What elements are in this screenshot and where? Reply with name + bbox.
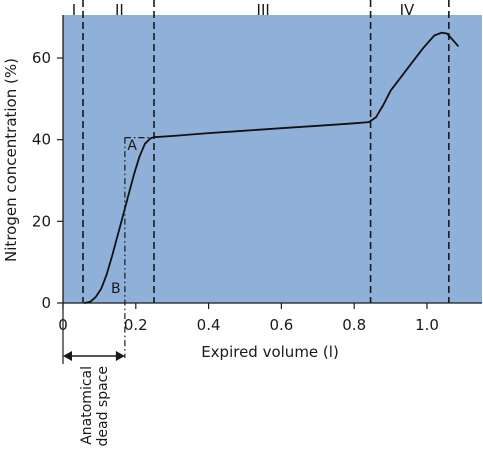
phase-label-iv: IV xyxy=(400,1,415,19)
y-tick-label: 40 xyxy=(32,131,51,149)
x-tick-label: 0.6 xyxy=(269,316,293,334)
y-tick-label: 60 xyxy=(32,49,51,67)
y-axis-title: Nitrogen concentration (%) xyxy=(2,58,20,262)
plot-background xyxy=(63,15,482,303)
x-tick-label: 0.4 xyxy=(197,316,221,334)
area-label-a: A xyxy=(127,138,137,154)
phase-label-ii: II xyxy=(115,1,124,19)
y-tick-label: 0 xyxy=(41,294,51,312)
phase-label-iii: III xyxy=(257,1,270,19)
x-tick-label: 0.2 xyxy=(124,316,148,334)
nitrogen-curve xyxy=(83,31,459,304)
x-tick-label: 1.0 xyxy=(415,316,439,334)
dead-space-label-line2: dead space xyxy=(95,366,111,447)
x-tick-label: 0.8 xyxy=(342,316,366,334)
dead-space-label-line1: Anatomical xyxy=(79,366,95,445)
dead-space-arrowhead-left xyxy=(63,351,72,361)
y-tick-label: 20 xyxy=(32,212,51,230)
dead-space-arrowhead-right xyxy=(115,351,125,361)
phase-label-i: I xyxy=(72,1,76,19)
area-label-b: B xyxy=(111,281,121,297)
x-axis-title: Expired volume (l) xyxy=(201,343,339,361)
